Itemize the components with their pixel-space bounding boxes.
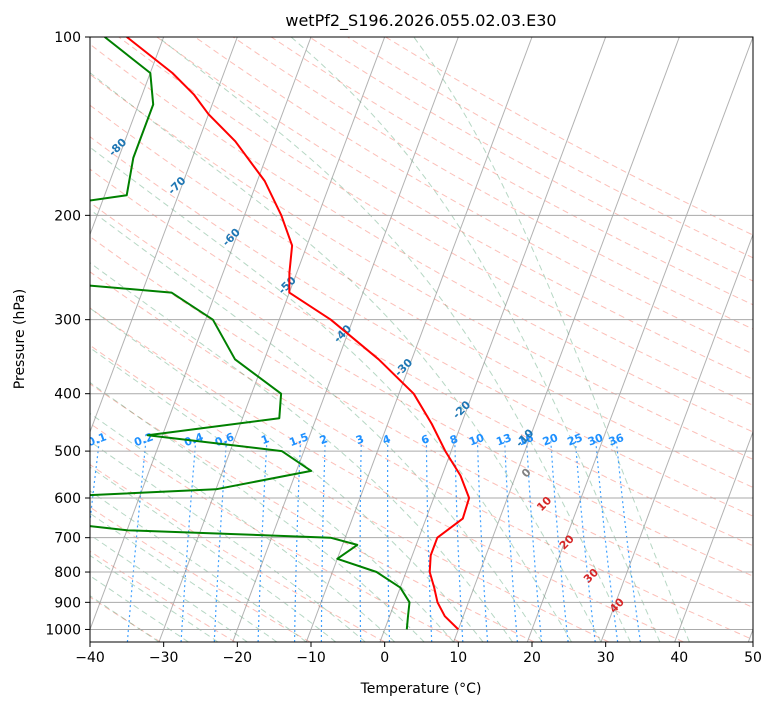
y-tick-label: 500 (54, 444, 81, 460)
mixing-ratio-line (387, 440, 391, 642)
dry-adiabat-line (90, 307, 684, 642)
mixing-ratio-label: 13 (494, 431, 513, 448)
moist-adiabat-line (90, 534, 248, 642)
x-tick-label: −30 (149, 650, 179, 666)
isotherm-line (232, 37, 459, 642)
dry-adiabat-line (90, 506, 311, 642)
dry-adiabat-line (90, 550, 236, 642)
dry-adiabat-line (90, 43, 753, 433)
mixing-ratio-line (615, 440, 642, 642)
isotherm-line (600, 233, 753, 642)
mixing-ratio-label: 4 (381, 432, 393, 447)
isotherm-line (379, 37, 607, 642)
moist-adiabat-line (157, 37, 631, 642)
isotherm-line (453, 37, 680, 642)
dry-adiabat-line (90, 464, 385, 642)
moist-adiabat-line (90, 307, 484, 642)
dry-adiabat-line (90, 168, 753, 547)
x-tick-label: 30 (597, 650, 615, 666)
moist-adiabat-line (90, 146, 572, 642)
isotherm-line (526, 37, 753, 642)
dry-adiabat-line (194, 37, 753, 355)
mixing-ratio-line (180, 440, 197, 642)
moist-adiabat-line (90, 381, 425, 642)
moist-adiabat-line (90, 575, 189, 642)
isotherm-line (158, 37, 386, 642)
mixing-ratio-line (574, 440, 596, 642)
moist-adiabat-line (90, 412, 396, 642)
moist-adiabat-line (90, 440, 366, 642)
mixing-ratio-line (425, 440, 433, 642)
x-axis-label: Temperature (°C) (360, 681, 482, 697)
mixing-ratio-label: 2 (318, 432, 330, 447)
mixing-ratio-label: 30 (586, 431, 605, 449)
plot-frame (89, 36, 754, 643)
y-tick-label: 800 (54, 565, 81, 581)
dry-adiabat-line (90, 73, 753, 460)
mixing-ratio-label: 1.5 (288, 430, 311, 449)
y-tick-label: 100 (54, 30, 81, 46)
y-tick-label: 200 (54, 208, 81, 224)
mixing-ratio-line (126, 440, 147, 642)
mixing-ratio-line (257, 440, 268, 642)
temperature-profile-line (126, 37, 471, 631)
y-tick-label: 600 (54, 491, 81, 507)
y-tick-label: 300 (54, 313, 81, 329)
x-tick-label: −10 (296, 650, 326, 666)
dry-adiabat-line (90, 236, 753, 609)
y-tick-label: 700 (54, 531, 81, 547)
chart-title: wetPf2_S196.2026.055.02.03.E30 (285, 11, 556, 31)
mixing-ratio-label: 1 (259, 432, 271, 447)
mixing-ratio-label: 10 (467, 431, 486, 449)
y-axis-label: Pressure (hPa) (12, 289, 28, 389)
moist-adiabat-line (90, 347, 455, 642)
mixing-ratio-label: 16 (517, 431, 536, 449)
dry-adiabat-line (90, 201, 753, 577)
dry-adiabat-line (90, 422, 460, 642)
mixing-ratio-label: 6 (419, 432, 431, 447)
dewpoint-profile-line (90, 37, 411, 630)
moist-adiabat-line (90, 262, 513, 642)
isotherm-line (674, 430, 753, 642)
mixing-ratio-line (320, 440, 326, 642)
isotherm-line (90, 37, 238, 434)
moist-adiabat-line (413, 37, 690, 642)
moist-adiabat-line (90, 554, 219, 642)
moist-adiabat-line (90, 209, 543, 642)
moist-adiabat-line (290, 37, 661, 642)
moist-adiabat-line (90, 595, 160, 642)
mixing-ratio-label: 36 (607, 431, 626, 449)
dry-adiabat-line (90, 383, 535, 642)
mixing-ratio-line (454, 440, 464, 642)
x-tick-label: −40 (75, 650, 105, 666)
x-tick-label: 40 (670, 650, 688, 666)
y-tick-label: 900 (54, 595, 81, 611)
x-tick-label: 10 (449, 650, 467, 666)
dry-adiabat-line (232, 37, 753, 330)
isotherm-line (90, 37, 312, 631)
mixing-ratio-line (90, 440, 100, 527)
mixing-ratio-line (550, 440, 569, 642)
moist-adiabat-line (90, 512, 278, 642)
x-tick-label: 20 (523, 650, 541, 666)
mixing-ratio-label: 25 (566, 431, 585, 448)
mixing-ratio-line (526, 440, 543, 642)
x-tick-label: −20 (223, 650, 253, 666)
mixing-ratio-line (294, 440, 302, 642)
mixing-ratio-label: 8 (448, 432, 460, 447)
mixing-ratio-line (504, 440, 518, 642)
y-tick-label: 1000 (45, 622, 81, 638)
mixing-ratio-label: 3 (354, 432, 366, 447)
isotherm-line (90, 37, 165, 236)
mixing-ratio-label: 20 (541, 431, 560, 449)
mixing-ratio-line (476, 440, 489, 642)
moist-adiabat-line (90, 72, 602, 642)
mixing-ratio-line (359, 440, 362, 642)
dry-adiabat-line (90, 344, 610, 642)
mixing-ratio-line (595, 440, 619, 642)
x-tick-label: 50 (744, 650, 762, 666)
x-tick-label: 0 (380, 650, 389, 666)
y-tick-label: 400 (54, 387, 81, 403)
